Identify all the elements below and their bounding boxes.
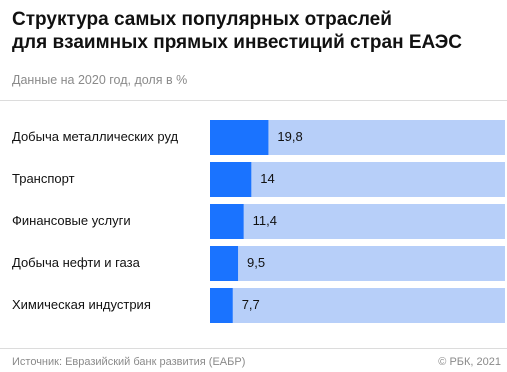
bar-track	[210, 288, 505, 323]
chart-title-line-2: для взаимных прямых инвестиций стран ЕАЭ…	[12, 32, 462, 53]
value-label: 19,8	[277, 129, 302, 144]
category-label: Химическая индустрия	[12, 297, 151, 312]
category-label: Добыча металлических руд	[12, 129, 179, 144]
copyright-note: © РБК, 2021	[438, 356, 501, 368]
chart-subtitle: Данные на 2020 год, доля в %	[12, 73, 188, 87]
category-label: Транспорт	[12, 171, 75, 186]
chart-title: Структура самых популярных отраслей для …	[12, 8, 502, 54]
bar-track	[210, 162, 505, 197]
bar	[210, 162, 252, 197]
value-label: 14	[260, 171, 274, 186]
bottom-divider	[0, 348, 507, 349]
value-label: 9,5	[247, 255, 265, 270]
top-divider	[0, 100, 507, 101]
value-label: 7,7	[242, 297, 260, 312]
bar	[210, 120, 269, 155]
category-label: Финансовые услуги	[12, 213, 131, 228]
bar	[210, 288, 233, 323]
category-label: Добыча нефти и газа	[12, 255, 141, 270]
source-note: Источник: Евразийский банк развития (ЕАБ…	[12, 356, 246, 368]
bar	[210, 204, 244, 239]
bar-track	[210, 204, 505, 239]
chart-title-line-1: Структура самых популярных отраслей	[12, 9, 392, 30]
value-label: 11,4	[253, 213, 277, 228]
bar-track	[210, 246, 505, 281]
bar	[210, 246, 239, 281]
